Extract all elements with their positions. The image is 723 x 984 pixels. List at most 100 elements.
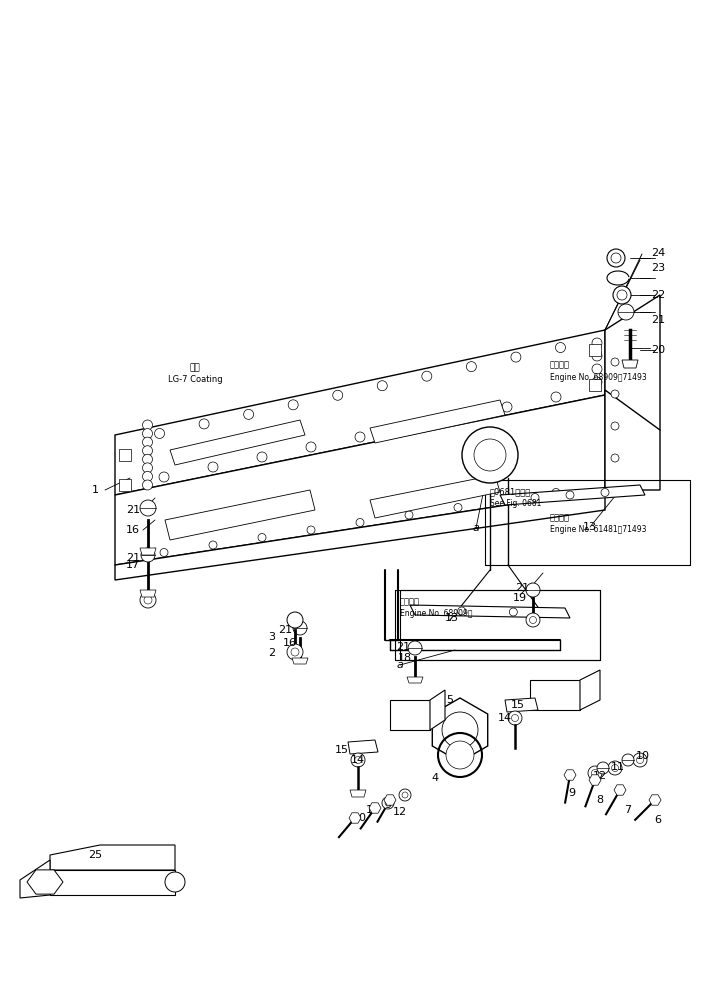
- Circle shape: [288, 400, 298, 409]
- Text: 10: 10: [636, 751, 650, 761]
- Circle shape: [588, 766, 602, 780]
- Text: 9: 9: [385, 800, 392, 810]
- Circle shape: [592, 364, 602, 374]
- Circle shape: [597, 762, 609, 774]
- Circle shape: [446, 741, 474, 769]
- Circle shape: [422, 371, 432, 381]
- Text: 21: 21: [651, 315, 665, 325]
- Circle shape: [382, 797, 394, 809]
- Circle shape: [612, 765, 618, 771]
- Circle shape: [607, 249, 625, 267]
- Bar: [589, 344, 601, 356]
- Circle shape: [555, 342, 565, 352]
- Circle shape: [617, 290, 627, 300]
- Text: 14: 14: [498, 713, 512, 723]
- Polygon shape: [50, 845, 175, 870]
- Polygon shape: [580, 670, 600, 710]
- Circle shape: [140, 592, 156, 608]
- Text: 12: 12: [393, 807, 407, 817]
- Polygon shape: [605, 295, 660, 490]
- Circle shape: [458, 607, 466, 615]
- Text: 6: 6: [654, 815, 662, 825]
- Text: 15: 15: [511, 700, 525, 710]
- Text: 21: 21: [126, 505, 140, 515]
- Polygon shape: [430, 690, 445, 730]
- Circle shape: [165, 872, 185, 892]
- Text: Engine No. 68909～71493: Engine No. 68909～71493: [550, 373, 647, 382]
- Polygon shape: [384, 795, 396, 805]
- Polygon shape: [390, 700, 430, 730]
- Text: 13: 13: [583, 522, 597, 532]
- Polygon shape: [50, 870, 175, 895]
- Text: 8: 8: [596, 795, 604, 805]
- Polygon shape: [370, 400, 505, 443]
- Text: 16: 16: [126, 525, 140, 535]
- Text: 第0681図参照: 第0681図参照: [490, 487, 531, 497]
- Circle shape: [636, 757, 643, 764]
- Text: Engine No. 68909～: Engine No. 68909～: [400, 609, 473, 619]
- Polygon shape: [165, 490, 315, 540]
- Polygon shape: [432, 698, 488, 762]
- Polygon shape: [348, 740, 378, 754]
- Polygon shape: [505, 698, 538, 712]
- Circle shape: [502, 402, 512, 412]
- Text: 適用号機: 適用号機: [550, 360, 570, 370]
- Text: 18: 18: [398, 653, 412, 663]
- Circle shape: [618, 304, 634, 320]
- Circle shape: [333, 391, 343, 400]
- Circle shape: [601, 488, 609, 497]
- Circle shape: [377, 381, 388, 391]
- Text: 16: 16: [283, 638, 297, 648]
- Text: 4: 4: [432, 773, 439, 783]
- Text: 途布: 途布: [189, 363, 200, 373]
- Circle shape: [404, 422, 414, 432]
- Text: 21: 21: [278, 625, 292, 635]
- Circle shape: [454, 504, 462, 512]
- Text: 21: 21: [515, 583, 529, 593]
- Circle shape: [140, 500, 156, 516]
- Circle shape: [408, 641, 422, 655]
- Circle shape: [142, 455, 153, 464]
- Circle shape: [142, 429, 153, 439]
- Circle shape: [159, 472, 169, 482]
- Circle shape: [526, 613, 540, 627]
- Polygon shape: [369, 803, 381, 813]
- Circle shape: [155, 428, 165, 439]
- Text: 11: 11: [366, 805, 380, 815]
- Circle shape: [351, 753, 365, 767]
- Text: a: a: [396, 660, 403, 670]
- Circle shape: [293, 621, 307, 635]
- Circle shape: [508, 711, 522, 725]
- Circle shape: [531, 494, 539, 502]
- Circle shape: [633, 753, 647, 767]
- Text: 2: 2: [268, 648, 275, 658]
- Text: 19: 19: [513, 593, 527, 603]
- Circle shape: [613, 286, 631, 304]
- Text: 17: 17: [126, 560, 140, 570]
- Circle shape: [511, 714, 518, 721]
- Circle shape: [526, 583, 540, 597]
- Polygon shape: [170, 420, 305, 465]
- Circle shape: [611, 253, 621, 263]
- Circle shape: [566, 491, 574, 499]
- Circle shape: [199, 419, 209, 429]
- Text: 7: 7: [625, 805, 632, 815]
- Polygon shape: [140, 548, 156, 555]
- Polygon shape: [622, 360, 638, 368]
- Polygon shape: [20, 860, 50, 898]
- Circle shape: [142, 446, 153, 456]
- Circle shape: [356, 519, 364, 526]
- Text: 21: 21: [126, 553, 140, 563]
- Polygon shape: [140, 590, 156, 597]
- Circle shape: [208, 462, 218, 472]
- Text: 14: 14: [351, 755, 365, 765]
- Circle shape: [257, 452, 267, 462]
- Polygon shape: [614, 785, 626, 795]
- Circle shape: [291, 648, 299, 656]
- Polygon shape: [410, 605, 570, 618]
- Circle shape: [306, 442, 316, 452]
- Circle shape: [466, 362, 476, 372]
- Bar: [589, 379, 601, 391]
- Circle shape: [287, 612, 303, 628]
- Polygon shape: [370, 475, 500, 518]
